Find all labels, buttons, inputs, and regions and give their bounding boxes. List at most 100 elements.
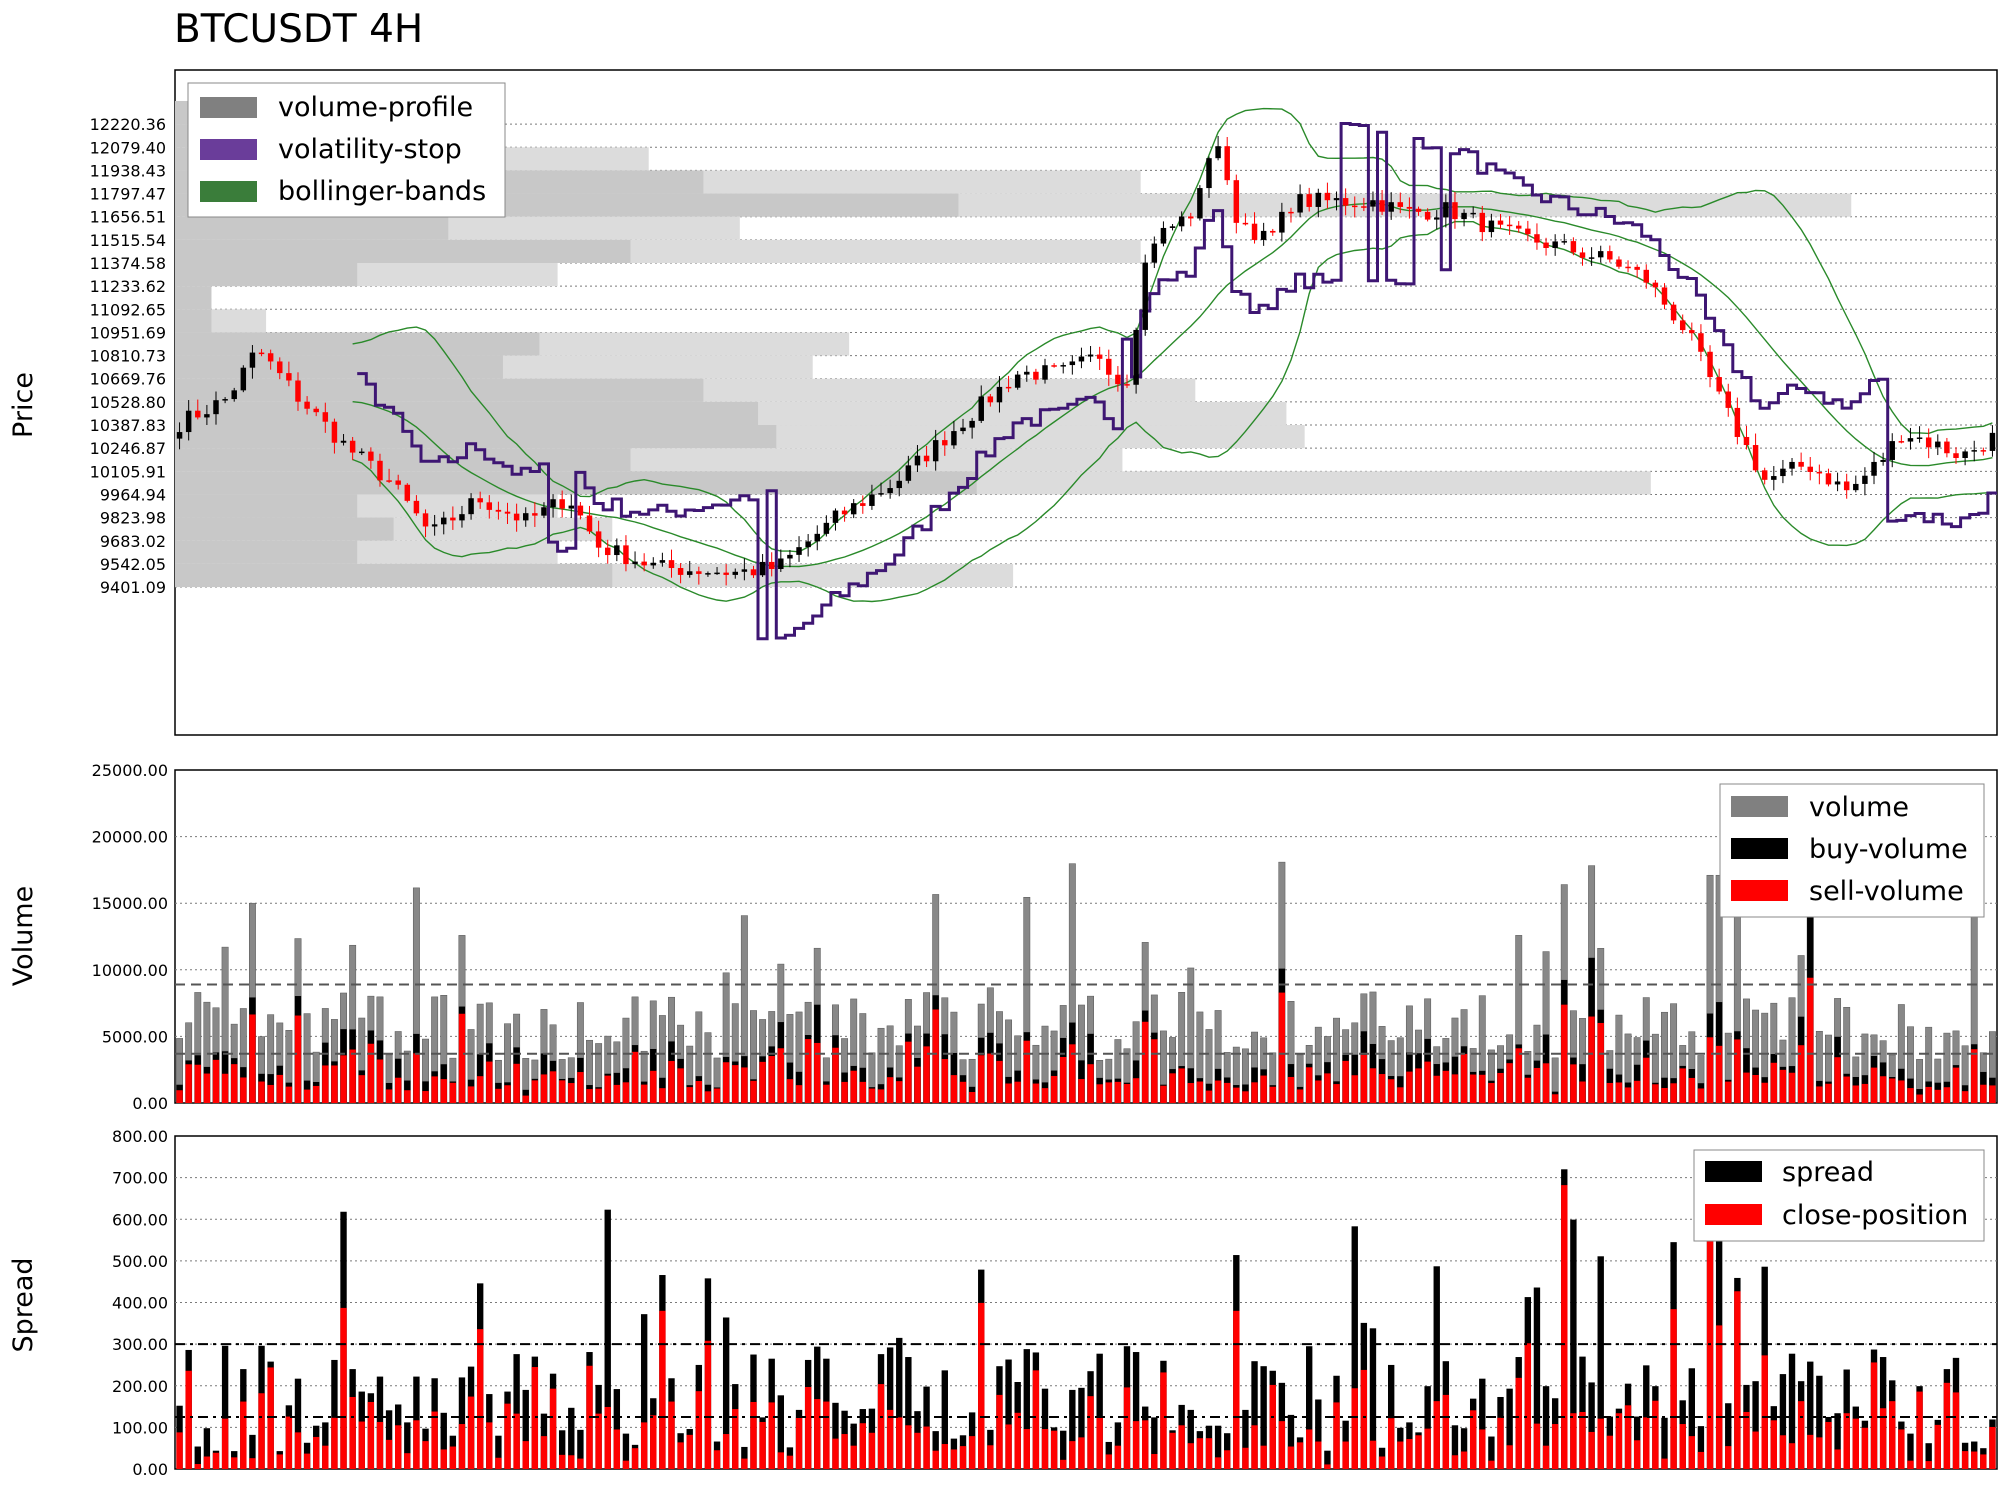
candle <box>1862 467 1868 496</box>
close-position-bar <box>440 1449 447 1469</box>
sell-volume-bar <box>1561 1004 1568 1103</box>
candle-body <box>1488 220 1495 233</box>
candle <box>304 396 310 415</box>
candle <box>1069 355 1076 375</box>
sell-volume-bar <box>476 1076 484 1103</box>
candle-body <box>841 510 848 515</box>
bollinger-upper-line <box>352 107 1993 553</box>
close-position-bar <box>395 1425 402 1469</box>
spread-panel: 800.00 700.00 600.00 500.00 400.00 300.00 200.… <box>8 1127 1998 1479</box>
volume-profile-bar-part <box>175 378 704 402</box>
candle <box>896 471 902 497</box>
volume-tick-label: 10000.00 <box>92 961 168 980</box>
close-position-bar <box>1670 1309 1677 1469</box>
spread-bar <box>1479 1378 1486 1469</box>
sell-volume-bar <box>968 1092 976 1103</box>
candle-body <box>987 396 994 403</box>
close-position-bar <box>513 1413 520 1469</box>
candle <box>586 505 593 535</box>
legend-swatch-sell-volume <box>1731 880 1788 901</box>
close-position-bar <box>631 1448 639 1469</box>
candle-body <box>495 509 502 512</box>
candle <box>1188 212 1194 227</box>
sell-volume-bar <box>1260 1075 1267 1103</box>
sell-volume-bar <box>1378 1074 1386 1103</box>
candle-body <box>195 410 201 418</box>
price-panel: 12220.36 12079.40 11938.43 11797.47 11656.51… <box>8 69 1998 736</box>
candle <box>1771 466 1777 491</box>
sell-volume-bar <box>1278 992 1286 1103</box>
sell-volume-bar <box>1679 1068 1686 1103</box>
price-tick-label: 10669.76 <box>90 370 166 389</box>
candle <box>1834 472 1841 492</box>
close-position-bar <box>1142 1420 1149 1469</box>
sell-volume-bar <box>1588 1016 1595 1103</box>
sell-volume-bar <box>358 1075 365 1103</box>
close-position-bar <box>823 1401 830 1469</box>
sell-volume-bar <box>1697 1088 1705 1103</box>
sell-volume-bar <box>741 1067 748 1103</box>
candle-body <box>778 558 784 569</box>
spread-bar <box>1324 1450 1331 1469</box>
candle <box>359 448 365 456</box>
volume-profile-bar-part <box>175 448 631 472</box>
candle-body <box>586 515 593 532</box>
close-position-bar <box>1005 1424 1012 1469</box>
candle <box>686 560 693 578</box>
candle <box>723 564 729 586</box>
sell-volume-bar <box>540 1074 548 1103</box>
sell-volume-bar <box>804 1039 812 1103</box>
close-position-bar <box>313 1436 320 1469</box>
sell-volume-bar <box>1242 1091 1249 1103</box>
close-position-bar <box>1725 1446 1732 1469</box>
volume-profile-bar-part <box>175 355 503 379</box>
candle-body <box>896 480 902 489</box>
close-position-bar <box>686 1434 693 1469</box>
candle-body <box>1188 216 1194 219</box>
close-position-bar <box>1843 1413 1850 1469</box>
candle <box>541 502 547 519</box>
close-position-bar <box>668 1401 675 1469</box>
close-position-bar <box>804 1386 812 1469</box>
spread-bar <box>1907 1433 1914 1469</box>
candle <box>386 468 392 483</box>
sell-volume-bar <box>1916 1094 1923 1103</box>
candle <box>1579 247 1586 266</box>
candle-body <box>641 561 647 566</box>
close-position-bar <box>1715 1325 1723 1469</box>
spread-bar <box>1788 1353 1796 1469</box>
sell-volume-bar <box>704 1091 712 1103</box>
candle-body <box>1989 432 1996 451</box>
candle <box>1953 447 1959 464</box>
candle <box>1661 283 1668 310</box>
candle-body <box>832 510 839 523</box>
candle <box>696 566 702 585</box>
close-position-bar <box>1697 1451 1705 1469</box>
candle <box>195 399 201 420</box>
sell-volume-bar <box>932 1009 939 1103</box>
sell-volume-bar <box>695 1081 703 1103</box>
close-position-bar <box>1934 1424 1941 1469</box>
price-tick-labels: 12220.36 12079.40 11938.43 11797.47 11656.51… <box>90 115 166 597</box>
close-position-bar <box>1014 1412 1021 1469</box>
candle <box>1042 358 1048 384</box>
sell-volume-bar <box>1132 1078 1140 1103</box>
candle <box>1279 202 1285 242</box>
candle <box>796 536 802 562</box>
sell-volume-bar <box>1725 1081 1732 1103</box>
candle <box>841 506 848 522</box>
candle-body <box>1242 222 1249 225</box>
candle <box>1597 245 1604 263</box>
sell-volume-bar <box>1151 1039 1158 1103</box>
candle <box>313 406 319 417</box>
candle-body <box>951 431 957 446</box>
candle-body <box>1670 304 1677 321</box>
legend-swatch-buy-volume <box>1731 838 1788 859</box>
candle-body <box>277 361 283 374</box>
candle <box>1679 314 1686 334</box>
close-position-bar <box>1497 1417 1504 1469</box>
close-position-bar <box>267 1367 274 1469</box>
price-tick-label: 10387.83 <box>90 416 166 435</box>
close-position-bar <box>1105 1454 1112 1469</box>
close-position-bar <box>741 1458 748 1469</box>
